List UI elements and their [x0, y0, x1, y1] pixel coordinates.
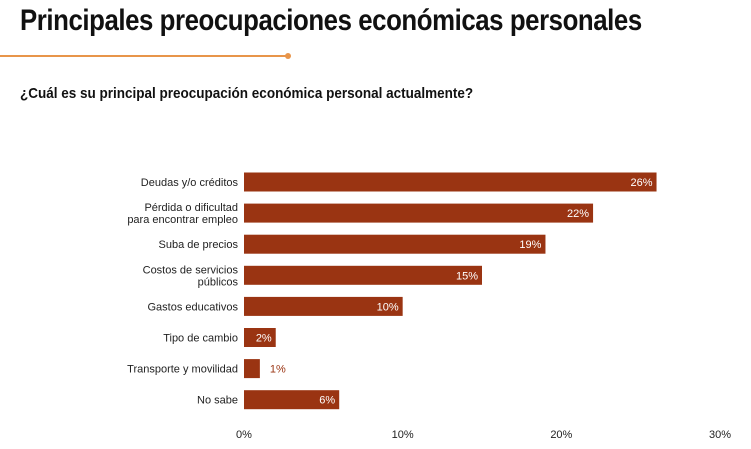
bar-value-label: 15% [456, 270, 478, 282]
title-underline-dot [285, 53, 291, 59]
x-tick-label: 20% [550, 429, 572, 441]
category-label: No sabe [197, 395, 238, 407]
bar [244, 234, 546, 254]
bar-value-label: 6% [319, 395, 335, 407]
category-label: Costos de servicios públicos [143, 264, 239, 288]
category-label: Pérdida o dificultad para encontrar emple… [127, 202, 238, 226]
bar-value-label: 1% [270, 364, 286, 376]
bar-value-label: 2% [256, 333, 272, 345]
category-label: Suba de precios [159, 239, 239, 251]
category-label: Transporte y movilidad [127, 364, 238, 376]
category-label: Tipo de cambio [163, 333, 238, 345]
x-tick-label: 10% [392, 429, 414, 441]
bar-value-label: 19% [519, 239, 541, 251]
bar-value-label: 26% [631, 177, 653, 189]
bar [244, 265, 482, 285]
title-underline [0, 55, 288, 57]
chart-question: ¿Cuál es su principal preocupación econó… [20, 85, 474, 102]
bar [244, 359, 260, 379]
bar [244, 296, 403, 316]
bar-value-label: 10% [377, 301, 399, 313]
x-tick-label: 30% [709, 429, 731, 441]
bar [244, 203, 594, 223]
bar [244, 172, 657, 192]
bar [244, 390, 340, 410]
category-label: Deudas y/o créditos [141, 177, 239, 189]
bar-value-label: 22% [567, 208, 589, 220]
category-label: Gastos educativos [148, 301, 239, 313]
bar [244, 328, 276, 347]
page-title: Principales preocupaciones económicas pe… [20, 4, 642, 37]
x-tick-label: 0% [236, 429, 252, 441]
